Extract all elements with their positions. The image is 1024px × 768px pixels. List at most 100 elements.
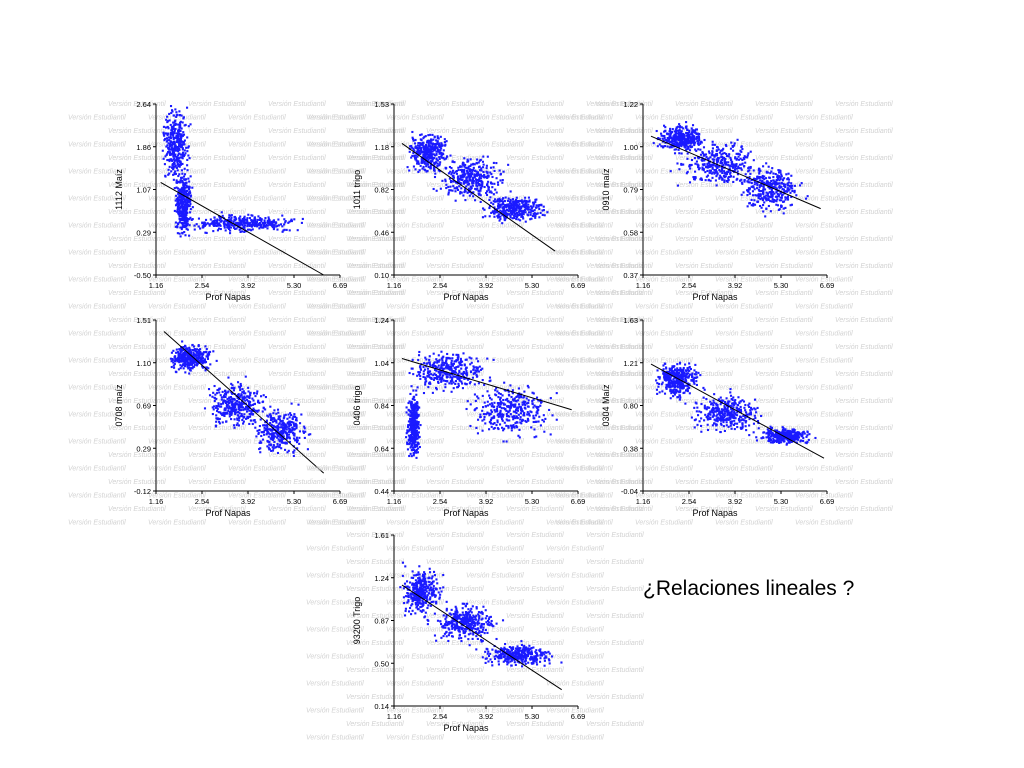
data-point bbox=[514, 207, 517, 210]
data-point bbox=[238, 219, 241, 222]
data-point bbox=[452, 176, 455, 179]
data-point bbox=[278, 415, 281, 418]
data-point bbox=[240, 404, 243, 407]
data-point bbox=[224, 407, 227, 410]
watermark-text: Versión Estudiantil bbox=[188, 182, 246, 189]
data-point bbox=[184, 191, 187, 194]
data-point bbox=[426, 152, 429, 156]
data-point bbox=[186, 150, 189, 153]
data-point bbox=[223, 393, 227, 396]
data-point bbox=[413, 407, 416, 410]
data-point bbox=[726, 180, 729, 183]
data-point bbox=[783, 177, 786, 180]
data-point bbox=[166, 132, 169, 135]
data-point bbox=[176, 160, 179, 164]
data-point bbox=[436, 141, 439, 144]
data-point bbox=[463, 170, 466, 173]
data-point bbox=[225, 224, 228, 227]
data-point bbox=[184, 234, 187, 237]
data-point bbox=[175, 155, 178, 159]
data-point bbox=[435, 157, 438, 160]
data-point bbox=[780, 194, 784, 197]
data-point bbox=[772, 172, 775, 175]
data-point bbox=[671, 140, 675, 143]
data-point bbox=[254, 421, 257, 424]
data-point bbox=[677, 129, 680, 132]
data-point bbox=[432, 374, 435, 377]
data-point bbox=[799, 184, 802, 187]
data-point bbox=[253, 217, 256, 220]
watermark-text: Versión Estudiantil bbox=[108, 236, 166, 243]
data-point bbox=[287, 413, 290, 416]
data-point bbox=[451, 169, 455, 172]
data-point bbox=[243, 413, 246, 416]
data-point bbox=[185, 181, 188, 184]
data-point bbox=[228, 214, 231, 217]
watermark-text: Versión Estudiantil bbox=[715, 196, 773, 203]
data-point bbox=[781, 187, 784, 191]
data-point bbox=[522, 200, 525, 203]
data-point bbox=[478, 177, 481, 180]
data-point bbox=[249, 404, 253, 407]
data-point bbox=[529, 211, 532, 214]
watermark-text: Versión Estudiantil bbox=[795, 304, 853, 311]
data-point bbox=[521, 215, 524, 218]
watermark-text: Versión Estudiantil bbox=[268, 371, 326, 378]
data-point bbox=[176, 134, 179, 137]
data-point bbox=[436, 140, 439, 143]
data-point bbox=[175, 166, 178, 169]
data-point bbox=[411, 411, 414, 414]
data-point bbox=[740, 181, 743, 184]
data-point bbox=[178, 129, 181, 133]
chart-panel-0406: Versión Estudiantil Versión Estudiantil Ve… bbox=[306, 312, 644, 527]
data-point bbox=[415, 413, 419, 416]
watermark-text: Versión Estudiantil bbox=[466, 304, 524, 311]
data-point bbox=[742, 165, 746, 168]
data-point bbox=[177, 128, 180, 131]
data-point bbox=[198, 353, 201, 356]
data-point bbox=[235, 222, 238, 225]
data-point bbox=[506, 205, 509, 208]
data-point bbox=[283, 441, 286, 444]
data-point bbox=[674, 136, 677, 139]
data-point bbox=[674, 139, 677, 142]
data-point bbox=[225, 403, 229, 407]
data-point bbox=[721, 155, 724, 159]
data-point bbox=[512, 204, 515, 207]
data-point bbox=[697, 135, 701, 139]
data-point bbox=[182, 131, 185, 134]
data-point bbox=[185, 203, 188, 206]
data-point bbox=[685, 131, 688, 134]
watermark-text: Versión Estudiantil bbox=[348, 317, 406, 324]
data-point bbox=[277, 423, 280, 426]
watermark-text: Versión Estudiantil bbox=[346, 263, 404, 270]
data-point bbox=[247, 390, 250, 393]
data-point bbox=[262, 394, 265, 397]
data-point bbox=[456, 180, 459, 184]
data-point bbox=[411, 397, 414, 401]
data-point bbox=[680, 152, 683, 155]
data-point bbox=[435, 386, 438, 390]
data-point bbox=[263, 429, 266, 432]
data-point bbox=[782, 188, 785, 191]
watermark-text: Versión Estudiantil bbox=[546, 520, 604, 527]
data-point bbox=[715, 159, 718, 162]
data-point bbox=[682, 127, 685, 130]
data-point bbox=[760, 190, 763, 193]
data-point bbox=[486, 155, 489, 158]
data-point bbox=[218, 219, 221, 222]
data-point bbox=[426, 147, 429, 150]
data-point bbox=[232, 407, 235, 410]
data-point bbox=[720, 153, 723, 156]
data-point bbox=[271, 226, 274, 229]
data-point bbox=[678, 152, 681, 155]
data-point bbox=[287, 433, 291, 436]
data-point bbox=[430, 145, 433, 149]
data-point bbox=[177, 206, 180, 209]
data-point bbox=[181, 181, 184, 184]
data-point bbox=[283, 228, 286, 231]
data-point bbox=[442, 389, 445, 392]
data-point bbox=[187, 146, 190, 149]
data-point bbox=[211, 222, 214, 225]
data-point bbox=[169, 357, 172, 360]
